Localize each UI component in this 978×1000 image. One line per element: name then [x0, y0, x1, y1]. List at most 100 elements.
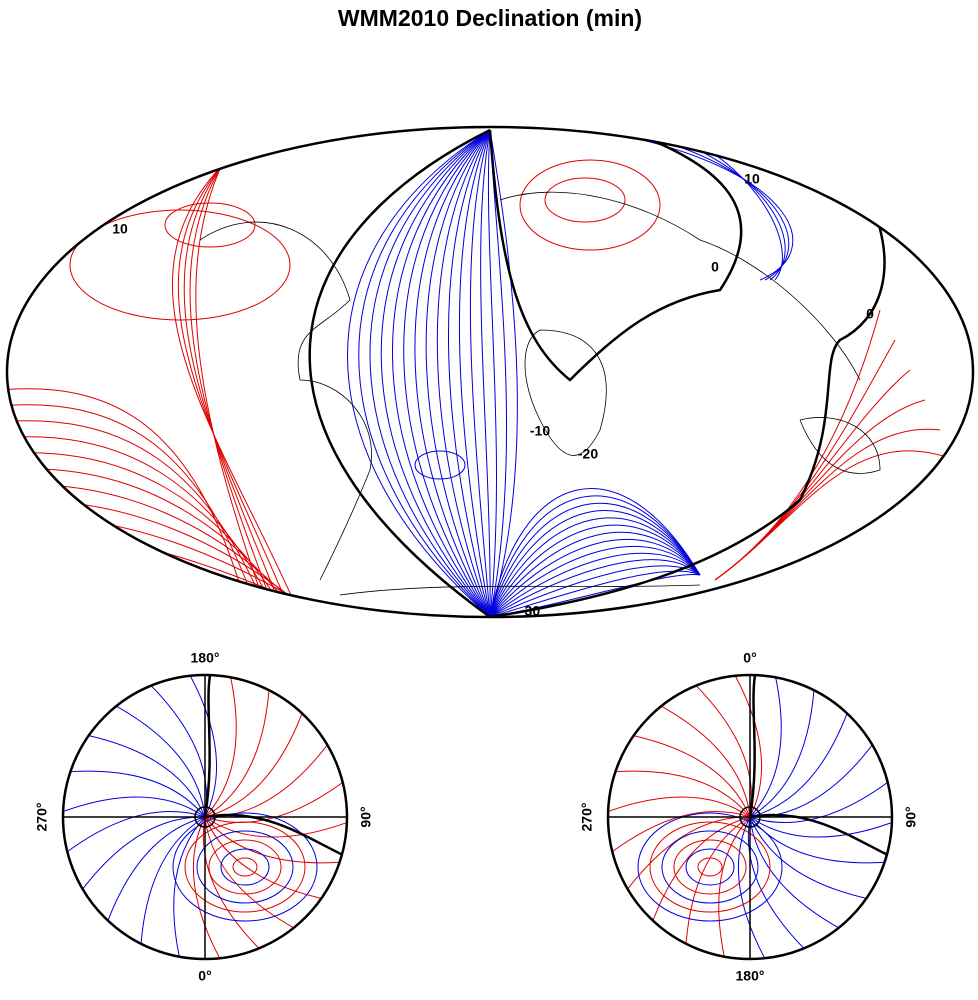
contour-line — [7, 564, 361, 617]
map-title: WMM2010 Declination (min) — [338, 5, 642, 31]
contour-line — [139, 675, 208, 818]
contour-line — [737, 816, 773, 959]
contour-line — [684, 675, 753, 818]
contour-line — [448, 129, 491, 617]
contour-line — [183, 129, 287, 617]
contour-line — [718, 816, 751, 959]
contour-line — [7, 404, 261, 617]
contour-line — [489, 539, 701, 617]
contour-line — [347, 129, 491, 617]
contour-line — [202, 816, 271, 959]
world-map: 10 10 0 0 -10 -20 -30 — [7, 128, 956, 619]
contour-line — [204, 816, 347, 838]
contour-line — [204, 813, 347, 859]
contour-line — [685, 848, 735, 886]
coastline — [499, 191, 861, 456]
degree-label: 180° — [191, 650, 220, 666]
contour-line — [403, 129, 491, 617]
contour-line — [139, 816, 206, 959]
contour-line — [637, 812, 783, 922]
contour-line — [177, 129, 295, 617]
contour-line — [436, 129, 491, 617]
contour-line — [749, 813, 892, 859]
contour-label: 0 — [866, 306, 874, 322]
contour-label: 0 — [711, 259, 719, 275]
contour-line — [749, 675, 816, 818]
contour-line — [73, 732, 206, 818]
contour-line — [7, 452, 291, 617]
contour-line — [63, 796, 206, 818]
polar-border — [61, 673, 349, 961]
contour-line — [220, 848, 270, 886]
contour-label: 10 — [112, 221, 128, 237]
contour-line — [673, 839, 747, 895]
contour-line — [649, 821, 771, 913]
contour-line — [195, 129, 271, 617]
contour-line — [697, 857, 723, 877]
contour-line — [63, 770, 206, 818]
contour-line — [618, 732, 751, 818]
contour-line — [488, 129, 743, 382]
degree-label: 270° — [34, 803, 50, 832]
map-border — [5, 125, 975, 619]
contour-line — [232, 857, 258, 877]
coastline — [339, 417, 881, 596]
contour-line — [204, 698, 308, 818]
contour-line — [469, 129, 491, 617]
degree-label: 90° — [358, 806, 374, 827]
contour-line — [489, 488, 701, 617]
contour-line — [714, 369, 911, 581]
contour-line — [414, 450, 466, 480]
contour-line — [608, 770, 751, 818]
polar-border — [606, 673, 894, 961]
north-polar-map — [63, 675, 347, 959]
contour-line — [489, 199, 886, 617]
contour-line — [480, 129, 491, 617]
contour-line — [489, 545, 701, 617]
contour-line — [102, 698, 206, 818]
pole — [194, 806, 216, 828]
contour-label: -20 — [578, 446, 598, 462]
contour-line — [714, 309, 881, 581]
contour-line — [7, 436, 281, 617]
contour-line — [489, 517, 701, 617]
south-polar-map — [608, 675, 892, 959]
contour-line — [69, 209, 291, 321]
contour-line — [7, 516, 331, 617]
degree-label: 0° — [743, 650, 756, 666]
contour-line — [204, 732, 337, 818]
contour-line — [489, 524, 701, 617]
contour-line — [7, 548, 351, 617]
contour-line — [7, 484, 311, 617]
contour-line — [714, 339, 896, 581]
degree-label: 0° — [198, 968, 211, 984]
contour-line — [7, 420, 271, 617]
contour-line — [73, 816, 206, 902]
contour-line — [618, 816, 751, 902]
contour-line — [647, 698, 751, 818]
contour-line — [208, 839, 282, 895]
contour-line — [489, 502, 701, 617]
contour-line — [172, 812, 318, 922]
contour-line — [748, 675, 757, 818]
contour-line — [308, 128, 491, 617]
contour-line — [489, 495, 701, 617]
contour-line — [727, 675, 763, 818]
contour-line — [714, 450, 956, 581]
contour-line — [749, 698, 853, 818]
contour-line — [358, 129, 491, 617]
contour-line — [519, 159, 661, 251]
contour-line — [489, 552, 701, 617]
contour-label: -30 — [520, 603, 540, 619]
contour-line — [425, 129, 491, 617]
contour-line — [196, 830, 294, 904]
contour-line — [619, 134, 794, 281]
contour-line — [204, 816, 308, 936]
degree-label: 90° — [903, 806, 919, 827]
contour-line — [489, 129, 508, 617]
contour-line — [164, 202, 256, 248]
contour-line — [7, 532, 341, 617]
contour-line — [204, 675, 237, 818]
